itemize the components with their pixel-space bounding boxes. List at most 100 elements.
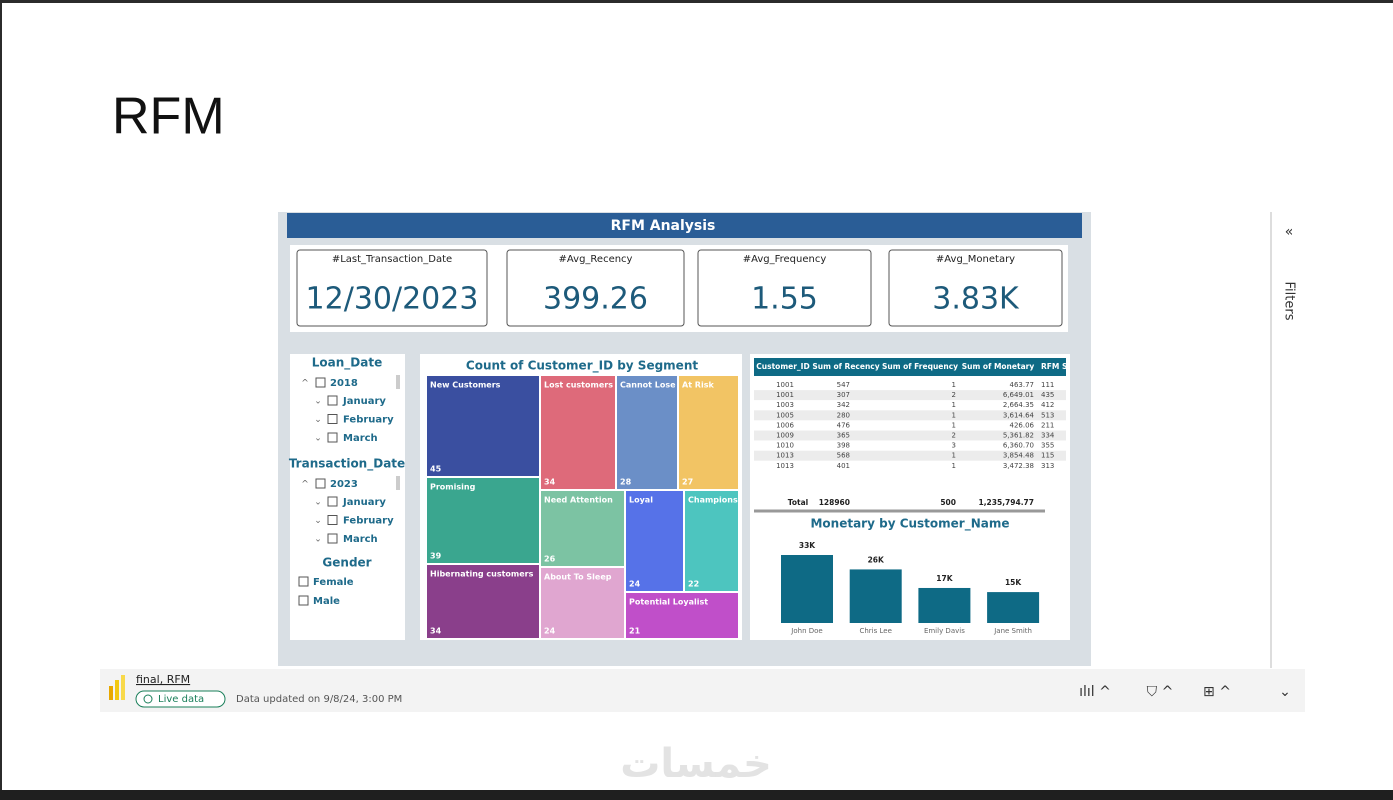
tile-name: Cannot Lose ...: [620, 381, 687, 390]
table-cell: 426.06: [1010, 421, 1035, 429]
table-row-band: [754, 390, 1066, 401]
table-cell: 1: [952, 421, 956, 429]
slicer-item[interactable]: March: [343, 534, 378, 545]
slicer-item[interactable]: February: [343, 516, 394, 527]
table-cell: 1: [952, 381, 956, 389]
slicer-year[interactable]: 2018: [330, 378, 358, 389]
slicer-scroll: [396, 375, 400, 389]
data-label: 33K: [799, 541, 816, 550]
x-tick-label: Chris Lee: [859, 627, 891, 635]
treemap-tile[interactable]: [626, 491, 683, 591]
bar[interactable]: [781, 555, 833, 623]
updated-label: Data updated on 9/8/24, 3:00 PM: [236, 694, 402, 705]
expand-icon[interactable]: ⌄: [1279, 684, 1291, 700]
tile-name: Potential Loyalist: [629, 598, 708, 607]
bar[interactable]: [918, 587, 971, 623]
table-header-cell: RFM S: [1041, 362, 1067, 371]
chevron: ⌄: [314, 434, 322, 444]
checkbox[interactable]: [327, 395, 338, 406]
table-cell: 1: [952, 452, 956, 460]
kpi-value: 3.83K: [932, 282, 1020, 317]
tile-count: 34: [430, 627, 442, 636]
table-cell: 211: [1041, 421, 1054, 429]
checkbox[interactable]: [327, 414, 338, 424]
tile-name: Promising: [430, 483, 476, 492]
visual-icon[interactable]: ılıl ^: [1079, 684, 1111, 700]
bookmark-icon[interactable]: ⛉ ^: [1147, 684, 1174, 700]
table-cell: 1: [952, 401, 956, 409]
treemap-tile[interactable]: [679, 376, 738, 489]
tile-name: At Risk: [682, 381, 714, 390]
kpi-value: 12/30/2023: [306, 282, 479, 317]
table-total-cell: 1,235,794.77: [978, 498, 1034, 507]
data-label: 26K: [868, 555, 885, 564]
table-cell: 1010: [776, 442, 794, 450]
table-cell: 568: [837, 452, 850, 460]
treemap-tile[interactable]: [427, 376, 539, 476]
treemap-tile[interactable]: [541, 568, 624, 638]
slicer-year[interactable]: 2023: [330, 479, 358, 490]
treemap-tile[interactable]: [541, 491, 624, 566]
left-border: [0, 0, 2, 800]
checkbox[interactable]: [315, 377, 326, 388]
table-cell: 3: [952, 442, 956, 450]
treemap-tile[interactable]: [427, 478, 539, 563]
bar[interactable]: [849, 569, 902, 623]
table-cell: 463.77: [1010, 381, 1035, 389]
x-tick-label: Jane Smith: [993, 627, 1032, 635]
treemap-tile[interactable]: [541, 376, 615, 489]
table-cell: 6,360.70: [1003, 442, 1034, 450]
treemap-tile[interactable]: [427, 565, 539, 638]
tile-count: 21: [629, 627, 641, 636]
live-label[interactable]: Live data: [158, 694, 204, 705]
footer-bar: [100, 669, 1305, 712]
layout-icon[interactable]: ⊞ ^: [1203, 684, 1231, 700]
table-header-cell: Customer_ID: [756, 362, 809, 371]
table-cell: 1001: [776, 381, 794, 389]
table-row-band: [754, 450, 1066, 461]
checkbox[interactable]: [298, 595, 309, 606]
slicer-item[interactable]: February: [343, 415, 394, 426]
checkbox[interactable]: [298, 576, 309, 587]
filters-label[interactable]: Filters: [1282, 282, 1297, 321]
tile-count: 22: [688, 580, 699, 589]
kpi-value: 399.26: [543, 282, 648, 317]
tile-name: Lost customers: [544, 381, 613, 390]
checkbox[interactable]: [327, 533, 338, 544]
slicer-item[interactable]: March: [343, 433, 378, 444]
table-cell: 412: [1041, 401, 1054, 409]
treemap-tile[interactable]: [626, 593, 738, 638]
slicer-item[interactable]: January: [342, 497, 386, 508]
checkbox[interactable]: [327, 515, 338, 525]
slicer-panel: [290, 354, 405, 640]
checkbox[interactable]: [315, 478, 326, 489]
bar[interactable]: [987, 592, 1040, 623]
treemap-tile[interactable]: [685, 491, 738, 591]
kpi-label: #Avg_Monetary: [936, 254, 1015, 265]
tile-count: 34: [544, 478, 556, 487]
tile-count: 26: [544, 555, 556, 564]
data-label: 15K: [1005, 578, 1022, 587]
slicer-title: Loan_Date: [312, 356, 382, 371]
table-cell: 115: [1041, 452, 1054, 460]
tile-name: Need Attention: [544, 496, 613, 505]
tile-count: 39: [430, 552, 442, 561]
checkbox[interactable]: [327, 496, 338, 507]
table-cell: 401: [837, 462, 850, 470]
slicer-item[interactable]: Female: [313, 577, 354, 588]
slicer-item[interactable]: January: [342, 396, 386, 407]
slicer-item[interactable]: Male: [313, 596, 340, 607]
treemap-tile[interactable]: [617, 376, 677, 489]
file-name[interactable]: final, RFM: [136, 673, 190, 686]
tile-name: Loyal: [629, 496, 653, 505]
x-tick-label: Emily Davis: [924, 627, 965, 635]
top-border: [0, 0, 1393, 3]
live-pill[interactable]: [135, 690, 226, 708]
table-cell: 3,854.48: [1003, 452, 1034, 460]
checkbox[interactable]: [327, 432, 338, 443]
collapse-icon[interactable]: «: [1285, 224, 1294, 240]
table-cell: 280: [837, 411, 850, 419]
table-cell: 547: [837, 381, 850, 389]
slicer-title: Transaction_Date: [289, 457, 405, 472]
data-label: 17K: [936, 574, 953, 583]
